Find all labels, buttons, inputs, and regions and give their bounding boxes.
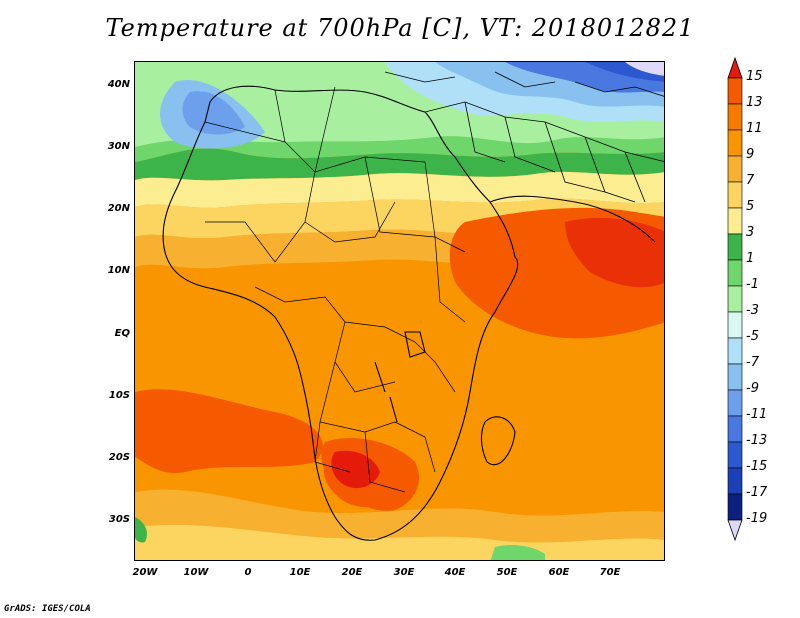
- map-title: Temperature at 700hPa [C], VT: 201801282…: [105, 14, 695, 42]
- credit-footer: GrADS: IGES/COLA: [4, 604, 91, 614]
- colorbar-label: -3: [746, 303, 759, 318]
- colorbar-swatch: [727, 467, 743, 495]
- colorbar-swatch: [727, 207, 743, 235]
- lon-label-20w: 20W: [132, 567, 158, 578]
- lon-label-30e: 30E: [393, 567, 415, 578]
- lat-label-20s: 20S: [108, 452, 130, 463]
- colorbar-boxes: [727, 56, 743, 542]
- colorbar-label: -7: [746, 355, 759, 370]
- mideast-borders: [384, 71, 664, 203]
- colorbar-label: 1: [746, 251, 755, 266]
- colorbar-label: -9: [746, 381, 759, 396]
- colorbar-label: -15: [746, 459, 768, 474]
- colorbar-swatch: [727, 441, 743, 469]
- colorbar-label: -11: [746, 407, 768, 422]
- colorbar-swatch: [727, 363, 743, 391]
- colorbar-swatch: [727, 337, 743, 365]
- arabia-coast: [489, 195, 656, 243]
- map-plot-area[interactable]: [134, 61, 665, 561]
- field-blob-south-green: [490, 545, 545, 560]
- colorbar-swatch: [727, 233, 743, 261]
- temperature-field: [135, 62, 664, 560]
- colorbar-swatch: [727, 285, 743, 313]
- colorbar-swatch: [727, 415, 743, 443]
- lat-label-eq: EQ: [114, 328, 130, 339]
- lon-label-10w: 10W: [183, 567, 209, 578]
- colorbar-swatch: [727, 311, 743, 339]
- lat-label-10s: 10S: [108, 390, 130, 401]
- lat-label-10n: 10N: [107, 265, 130, 276]
- colorbar-label: 3: [746, 225, 755, 240]
- field-blob-west-hot: [135, 389, 323, 474]
- lon-label-20e: 20E: [341, 567, 363, 578]
- colorbar-swatch: [727, 77, 743, 105]
- lat-label-40n: 40N: [107, 79, 130, 90]
- colorbar-swatch: [727, 129, 743, 157]
- madagascar-outline: [480, 416, 516, 465]
- colorbar-swatch: [727, 181, 743, 209]
- field-cap-lavender: [625, 62, 664, 76]
- field-blob-east-red: [565, 217, 664, 288]
- colorbar-label: 5: [746, 199, 755, 214]
- lake-malawi: [389, 396, 398, 423]
- colorbar-swatch: [727, 155, 743, 183]
- colorbar-label: -19: [746, 511, 768, 526]
- colorbar-label: -5: [746, 329, 759, 344]
- colorbar: [727, 56, 743, 542]
- lon-label-10e: 10E: [289, 567, 311, 578]
- lon-label-50e: 50E: [496, 567, 518, 578]
- lon-label-40e: 40E: [444, 567, 466, 578]
- field-band-pale-yellow: [135, 171, 664, 208]
- field-blob-southwest-green: [135, 517, 147, 543]
- colorbar-swatch: [727, 493, 743, 521]
- colorbar-label: 11: [746, 121, 763, 136]
- colorbar-top-arrow: [727, 56, 743, 79]
- africa-coastline: [162, 85, 519, 541]
- colorbar-swatch: [727, 389, 743, 417]
- colorbar-label: 9: [746, 147, 755, 162]
- colorbar-label: -1: [746, 277, 759, 292]
- colorbar-label: 13: [746, 95, 763, 110]
- field-blob-west-darkblue: [182, 91, 245, 135]
- lon-label-60e: 60E: [548, 567, 570, 578]
- lat-label-20n: 20N: [107, 203, 130, 214]
- colorbar-bottom-arrow: [727, 519, 743, 542]
- colorbar-label: -17: [746, 485, 768, 500]
- field-band-green-dark: [135, 148, 664, 181]
- colorbar-swatch: [727, 259, 743, 287]
- lat-label-30s: 30S: [108, 514, 130, 525]
- lake-tanganyika: [374, 361, 386, 393]
- lon-label-0: 0: [244, 567, 252, 578]
- country-borders: [204, 86, 466, 493]
- colorbar-label: -13: [746, 433, 768, 448]
- lat-label-30n: 30N: [107, 141, 130, 152]
- colorbar-swatch: [727, 103, 743, 131]
- colorbar-label: 7: [746, 173, 755, 188]
- lon-label-70e: 70E: [599, 567, 621, 578]
- colorbar-label: 15: [746, 69, 763, 84]
